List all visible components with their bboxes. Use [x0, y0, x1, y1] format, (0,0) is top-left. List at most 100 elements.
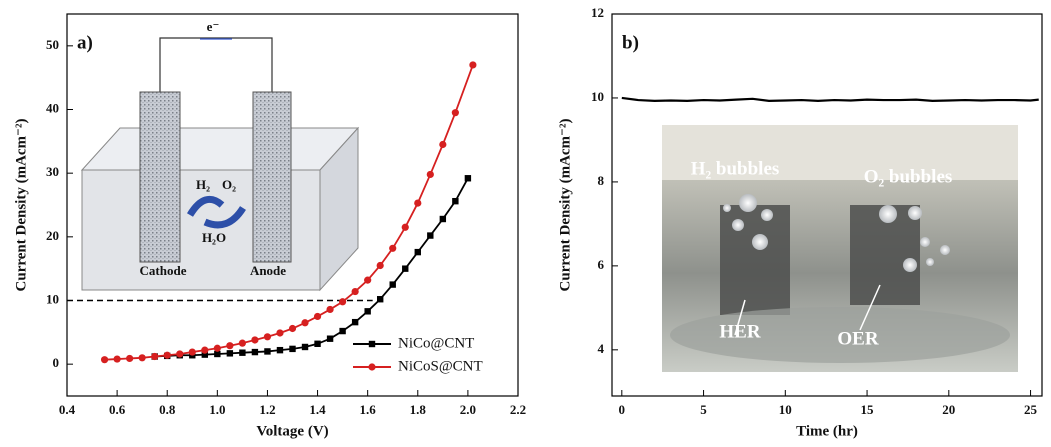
legend-marker — [368, 340, 376, 348]
x-tick-label: 0.6 — [109, 402, 126, 417]
point — [301, 343, 309, 351]
h2o-label: H₂O — [202, 230, 226, 245]
photo-lid — [662, 125, 1018, 180]
point — [226, 350, 234, 357]
inset-diagram: e⁻ H₂ O₂ H₂O Cathode Anode — [80, 19, 360, 292]
point — [289, 345, 296, 353]
point — [339, 327, 346, 335]
point — [251, 336, 259, 344]
x-tick-label: 2.0 — [460, 402, 476, 417]
point — [213, 344, 221, 352]
point — [100, 356, 109, 364]
point — [326, 305, 334, 314]
plot-frame — [66, 13, 519, 397]
y-tick-label: 12 — [591, 5, 604, 20]
cathode-electrode — [139, 91, 181, 263]
anode-label: Anode — [250, 263, 286, 278]
x-tick-label: 15 — [861, 402, 875, 417]
point — [288, 324, 297, 333]
her-label: HER — [719, 321, 760, 342]
point — [439, 215, 447, 223]
y-tick-label: 30 — [46, 164, 59, 179]
point — [301, 319, 309, 327]
legend-marker — [368, 363, 376, 371]
bubbles — [723, 194, 950, 272]
point — [314, 340, 321, 347]
o2-label: O₂ — [222, 177, 236, 192]
point — [276, 329, 284, 337]
point — [176, 350, 184, 358]
y-tick-label: 0 — [53, 355, 60, 370]
x-tick-label: 1.0 — [209, 402, 225, 417]
point — [313, 312, 322, 321]
y-tick-label: 50 — [46, 37, 59, 52]
x-tick-label: 1.6 — [360, 402, 377, 417]
point — [276, 346, 284, 354]
x-tick-label: 5 — [700, 402, 707, 417]
point — [163, 351, 171, 359]
point — [351, 318, 359, 326]
point — [201, 351, 209, 358]
point — [364, 308, 371, 315]
y-axis-label: Current Density (mAcm⁻²) — [557, 119, 573, 292]
x-tick-label: 1.2 — [259, 402, 275, 417]
point — [126, 354, 134, 363]
point — [188, 348, 196, 356]
x-tick-label: 0.8 — [159, 402, 176, 417]
photo-electrode — [720, 205, 790, 315]
x-tick-label: 10 — [779, 402, 792, 417]
point — [426, 170, 434, 179]
y-tick-label: 10 — [46, 291, 59, 306]
legend-label: NiCo@CNT — [398, 335, 474, 351]
h2-label: H₂ — [196, 177, 210, 192]
wire — [159, 37, 273, 92]
data-line — [621, 96, 1039, 102]
x-tick-label: 0 — [619, 402, 626, 417]
point — [138, 354, 146, 362]
y-tick-label: 20 — [46, 228, 59, 243]
electron-label: e⁻ — [207, 19, 220, 34]
point — [414, 248, 421, 256]
point — [389, 281, 396, 288]
point — [427, 232, 434, 239]
plot-frame — [611, 13, 1043, 397]
point — [151, 352, 159, 361]
point — [201, 346, 209, 354]
point — [364, 276, 372, 284]
y-tick-label: 10 — [591, 89, 604, 104]
point — [339, 298, 347, 306]
cycle-arrow — [203, 206, 246, 229]
point — [214, 350, 221, 358]
y-axis-label: Current Density (mAcm⁻²) — [13, 119, 29, 292]
point — [469, 61, 477, 69]
point — [439, 140, 447, 149]
point — [264, 348, 271, 355]
oer-label: OER — [837, 328, 878, 349]
her-arrow — [734, 299, 746, 336]
point — [401, 223, 409, 231]
y-tick-label: 40 — [46, 100, 59, 115]
point — [113, 355, 121, 363]
y-tick-label: 4 — [598, 341, 605, 356]
point — [389, 244, 397, 252]
point — [239, 349, 246, 356]
x-axis-label: Voltage (V) — [256, 423, 328, 439]
oer-arrow — [859, 284, 881, 331]
cycle-arrow — [186, 195, 225, 217]
point — [326, 335, 334, 342]
x-tick-label: 20 — [942, 402, 955, 417]
point — [464, 175, 472, 182]
y-tick-label: 8 — [598, 173, 605, 188]
point — [414, 199, 422, 207]
anode-electrode — [252, 91, 292, 263]
o2-bubbles-label: O₂ bubbles — [864, 166, 953, 187]
point — [263, 333, 272, 341]
point — [351, 287, 359, 296]
photo-beaker-base — [670, 307, 1010, 363]
x-tick-label: 1.8 — [410, 402, 427, 417]
inset-photo: H₂ bubbles O₂ bubbles HER OER — [662, 125, 1018, 372]
cell-top — [80, 127, 360, 171]
h2-bubbles-label: H₂ bubbles — [691, 158, 780, 179]
